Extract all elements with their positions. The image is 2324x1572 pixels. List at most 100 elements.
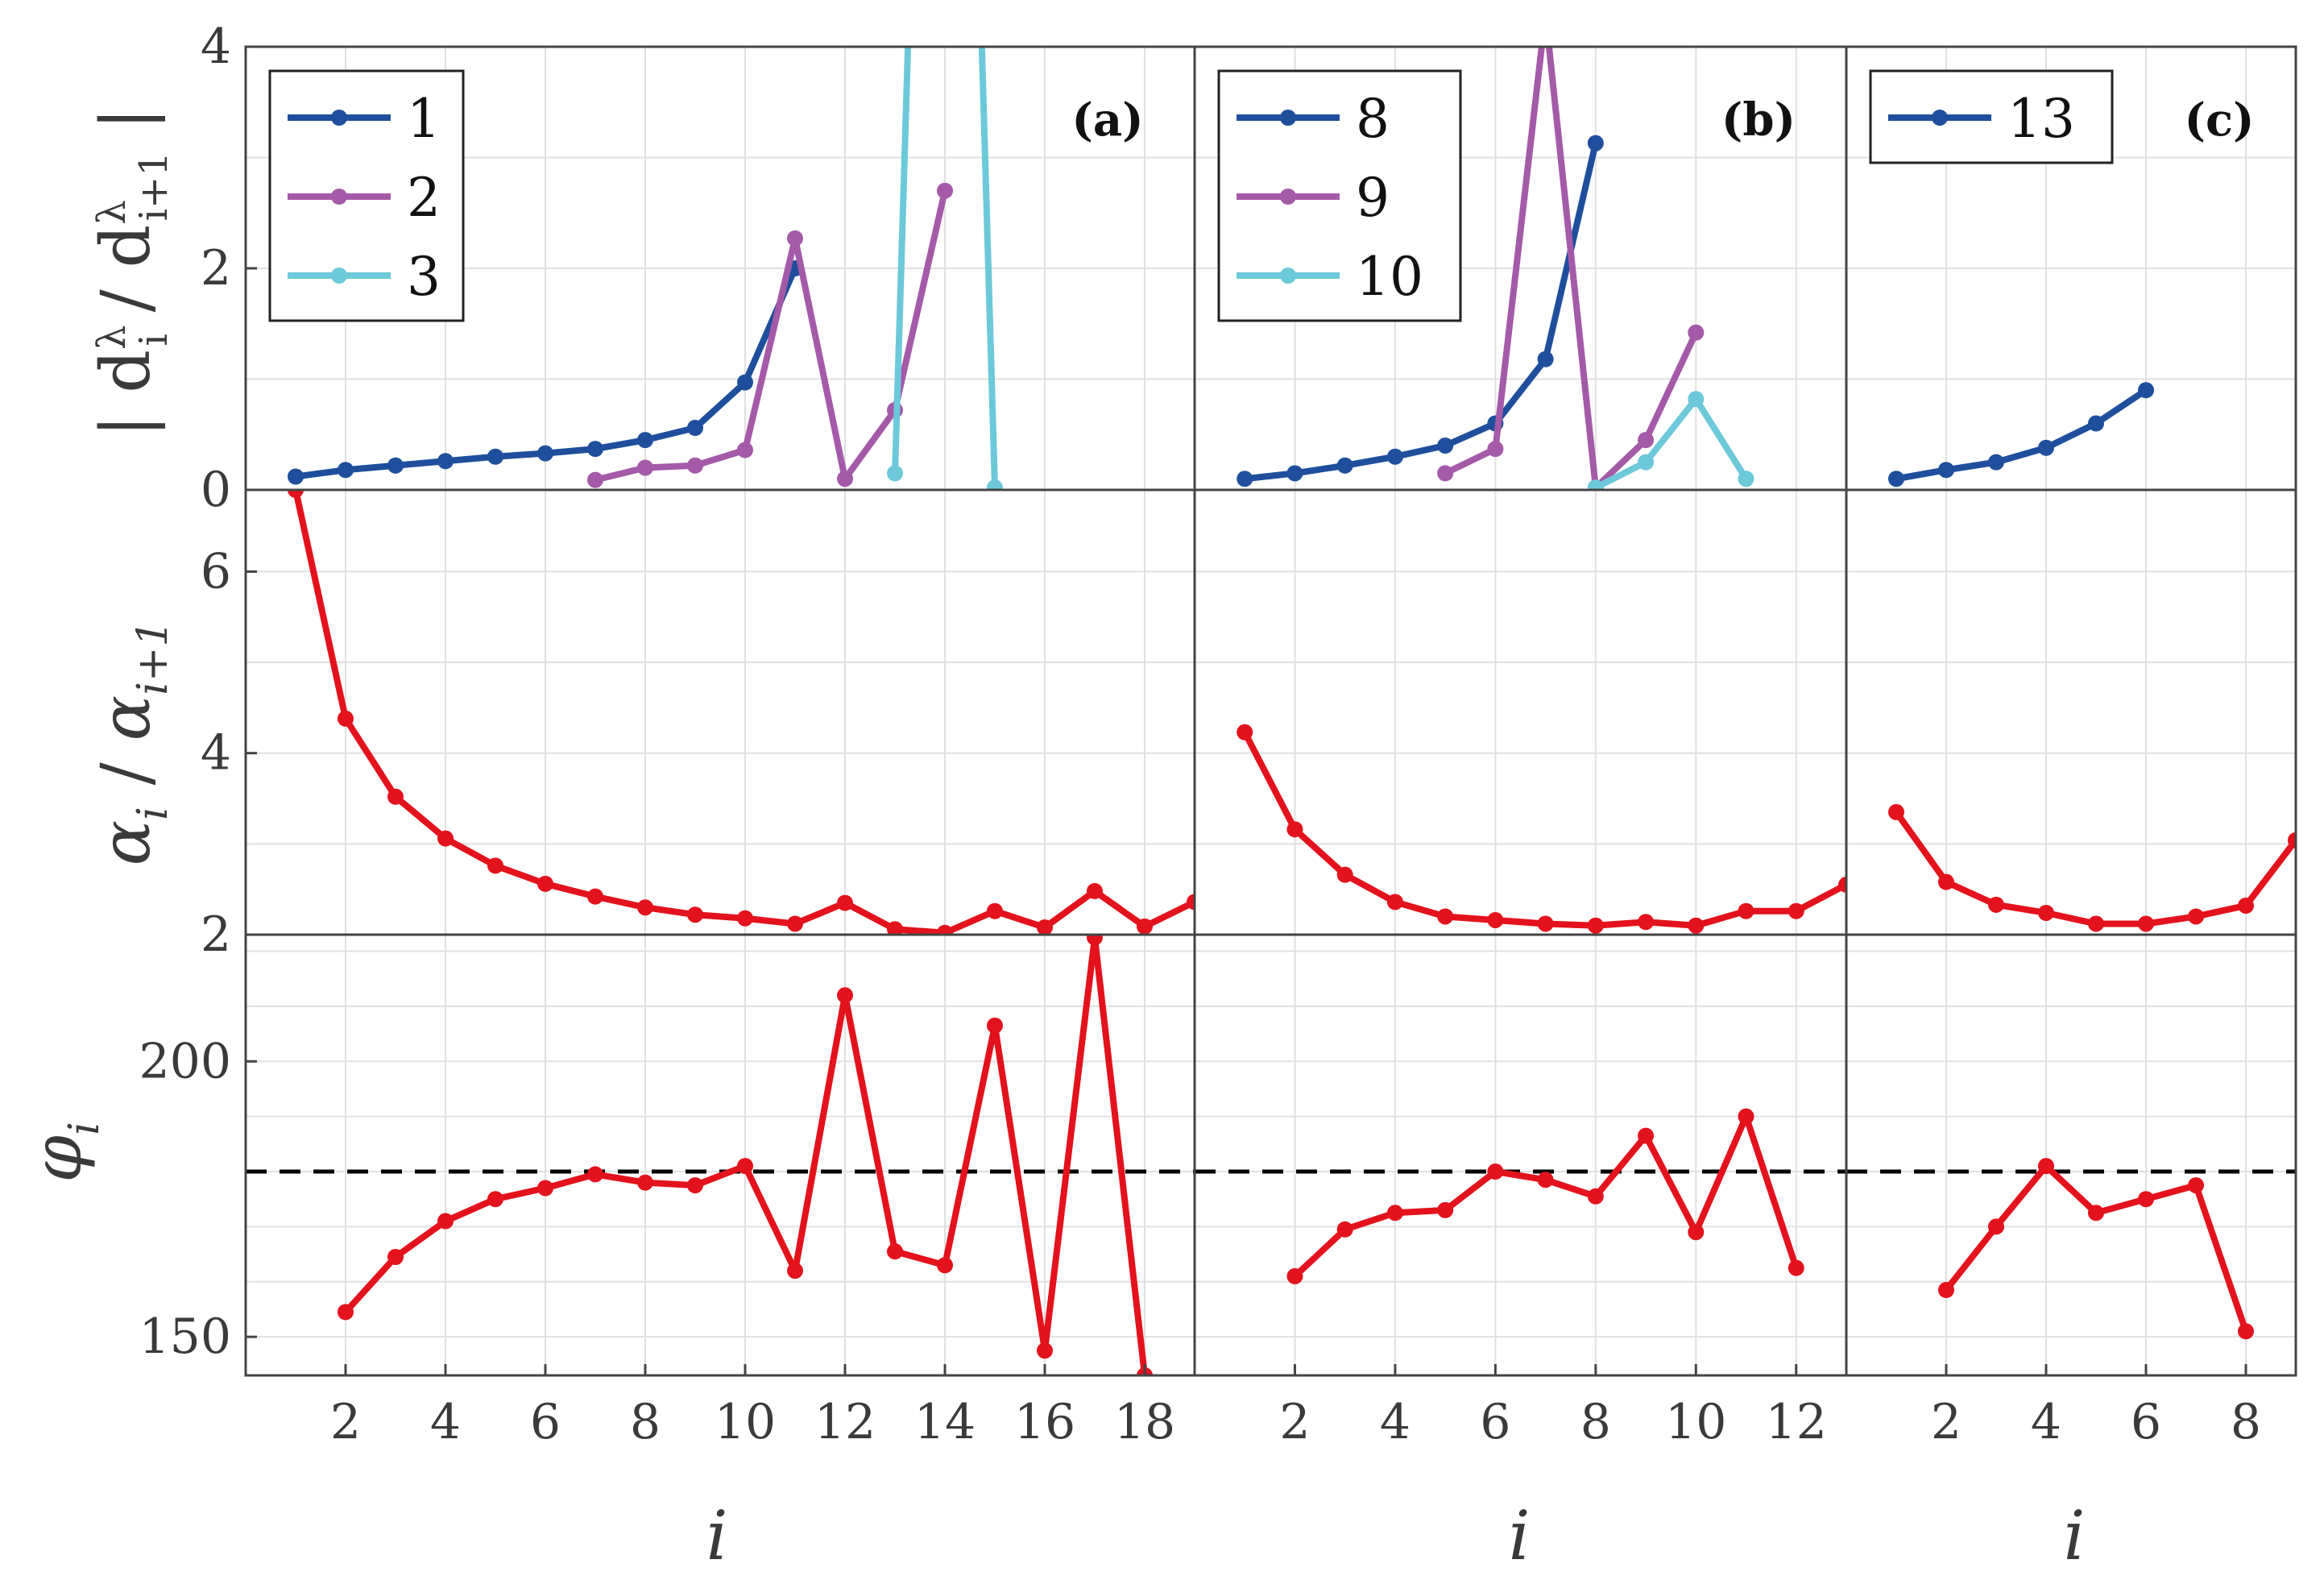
data-point-alpha-ratio-11 [837, 894, 853, 911]
data-point-alpha-ratio-0 [1888, 803, 1904, 820]
data-point-10-2 [1688, 391, 1705, 408]
ylabel-bot-phi: φ [18, 1135, 97, 1183]
data-point-alpha-ratio-16 [1087, 882, 1103, 899]
data-point-2-4 [787, 230, 803, 247]
data-point-13-2 [1988, 454, 2004, 471]
legend-label-1: 1 [407, 88, 441, 150]
panel-label-c: (c) [2184, 93, 2254, 147]
data-point-8-4 [1437, 438, 1454, 454]
legend-label-2: 2 [407, 167, 441, 229]
data-point-alpha-ratio-6 [2188, 908, 2204, 925]
data-point-phi-2 [2038, 1158, 2054, 1175]
data-point-8-2 [1336, 457, 1353, 474]
xtick-label-8: 8 [1580, 1394, 1611, 1450]
ytick-label-2: 2 [201, 906, 231, 963]
series-line-10 [1594, 396, 1749, 490]
series-group [288, 490, 1195, 935]
legend-marker-13 [1932, 110, 1948, 126]
data-point-8-0 [1237, 471, 1253, 487]
data-point-alpha-ratio-8 [1638, 914, 1655, 931]
data-point-13-4 [2088, 415, 2104, 432]
legend-marker-2 [331, 189, 347, 205]
data-point-2-1 [637, 459, 653, 476]
data-point-1-4 [487, 448, 503, 465]
legend-label-10: 10 [1356, 246, 1423, 308]
ytick-label-0: 0 [201, 462, 231, 518]
ylabel-top-bar-left: | [86, 393, 165, 438]
ylabel-mid-sub-i: i [129, 807, 177, 820]
data-point-phi-10 [837, 987, 853, 1004]
data-point-alpha-ratio-5 [1487, 911, 1504, 928]
series-line-alpha-ratio [1241, 730, 1846, 929]
data-point-alpha-ratio-12 [1838, 877, 1846, 894]
data-point-3-3 [987, 479, 1003, 490]
series-group [1938, 1158, 2254, 1340]
legend-label-9: 9 [1356, 167, 1390, 229]
xtick-label-8: 8 [630, 1394, 661, 1450]
data-point-phi-15 [1087, 935, 1103, 946]
data-point-phi-7 [1638, 1127, 1655, 1144]
data-point-phi-14 [1037, 1342, 1053, 1359]
xlabel-a: i [706, 1496, 728, 1572]
series-line-8 [1244, 142, 1599, 483]
data-point-alpha-ratio-1 [1938, 873, 1954, 890]
data-point-alpha-ratio-13 [937, 924, 953, 935]
xtick-label-10: 10 [715, 1394, 776, 1450]
xtick-label-16: 16 [1014, 1394, 1075, 1450]
data-point-phi-9 [787, 1263, 803, 1280]
data-point-2-2 [687, 457, 703, 474]
ylabel-top-sub-ip1: i+1 [131, 151, 176, 221]
data-point-alpha-ratio-8 [687, 906, 703, 923]
data-point-alpha-ratio-9 [737, 910, 753, 927]
xtick-label-4: 4 [1380, 1394, 1411, 1450]
data-point-2-3 [737, 442, 753, 458]
series-group [1237, 6, 1754, 490]
data-point-13-0 [1888, 471, 1904, 487]
series-line-alpha-ratio [1893, 810, 2296, 927]
series-line-3 [892, 47, 998, 488]
data-point-phi-1 [1336, 1221, 1353, 1238]
ylabel-middle: αi / αi+1 [86, 620, 177, 865]
axes-a-bottom: 150 200 2 4 6 8 10 12 14 16 18 [139, 933, 1196, 1450]
series-group [1888, 382, 2154, 487]
data-point-alpha-ratio-14 [987, 902, 1003, 919]
panel-label-b: (b) [1721, 93, 1796, 147]
data-point-9-4 [1638, 432, 1655, 449]
data-point-phi-2 [437, 1213, 454, 1230]
legend-label-3: 3 [407, 246, 441, 308]
legend-label-13: 13 [2007, 88, 2075, 150]
data-point-1-9 [737, 374, 753, 391]
data-point-1-2 [387, 457, 404, 474]
data-point-phi-1 [1988, 1218, 2004, 1235]
xtick-label-6: 6 [1480, 1394, 1510, 1450]
data-point-3-0 [887, 465, 903, 482]
data-point-9-0 [1437, 465, 1454, 482]
legend-marker-9 [1280, 189, 1296, 205]
data-point-phi-0 [338, 1304, 354, 1321]
data-point-phi-13 [987, 1017, 1003, 1034]
data-point-alpha-ratio-3 [2038, 904, 2054, 921]
data-point-alpha-ratio-7 [1587, 917, 1604, 934]
ytick-label-2: 2 [201, 240, 231, 297]
xtick-label-14: 14 [914, 1394, 976, 1450]
legend-marker-10 [1280, 268, 1296, 284]
xlabel-b: i [1509, 1496, 1531, 1572]
data-point-10-1 [1638, 454, 1655, 471]
data-point-phi-6 [2238, 1323, 2254, 1340]
data-point-alpha-ratio-6 [587, 888, 603, 905]
ytick-label-200: 200 [139, 1033, 231, 1089]
data-point-13-1 [1938, 462, 1954, 479]
data-point-2-5 [837, 471, 853, 487]
series-line-phi [1292, 1113, 1800, 1279]
data-point-phi-6 [637, 1174, 653, 1191]
ylabel-bottom: φi [18, 1122, 109, 1182]
axes-b-middle [1193, 488, 1848, 936]
data-point-1-6 [587, 441, 603, 458]
series-line-2 [594, 189, 948, 483]
data-point-9-2 [1538, 6, 1554, 22]
ylabel-mid-alpha: α [86, 820, 165, 866]
svg-text:| dλi / dλi+1 |: | dλi / dλi+1 | [86, 107, 176, 438]
ylabel-mid-sub-ip1: i+1 [129, 620, 177, 695]
xtick-label-18: 18 [1114, 1394, 1175, 1450]
data-point-alpha-ratio-1 [338, 710, 354, 727]
